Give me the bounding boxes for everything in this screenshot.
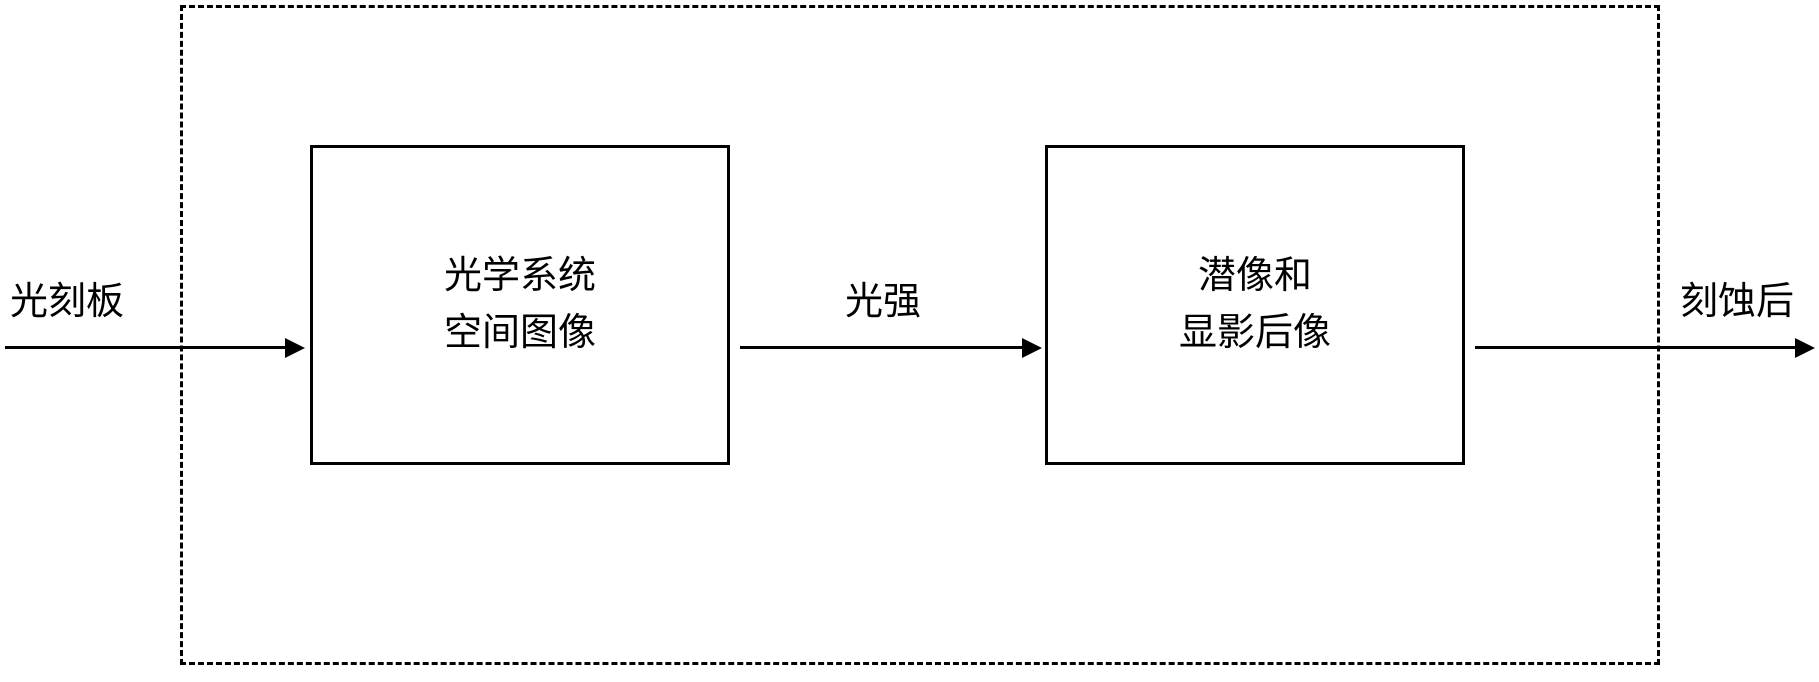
arrow-input xyxy=(5,346,290,349)
box1-line1: 光学系统 xyxy=(444,248,596,305)
arrow-middle-head xyxy=(1022,338,1042,358)
box-optical-system: 光学系统 空间图像 xyxy=(310,145,730,465)
arrow-output xyxy=(1475,346,1800,349)
arrow-output-head xyxy=(1795,338,1815,358)
label-middle: 光强 xyxy=(845,270,921,325)
label-input: 光刻板 xyxy=(10,270,124,325)
box2-line2: 显影后像 xyxy=(1179,305,1331,362)
label-output: 刻蚀后 xyxy=(1680,270,1794,325)
box1-line2: 空间图像 xyxy=(444,305,596,362)
arrow-middle xyxy=(740,346,1030,349)
box2-line1: 潜像和 xyxy=(1198,248,1312,305)
arrow-input-head xyxy=(285,338,305,358)
box-latent-image: 潜像和 显影后像 xyxy=(1045,145,1465,465)
